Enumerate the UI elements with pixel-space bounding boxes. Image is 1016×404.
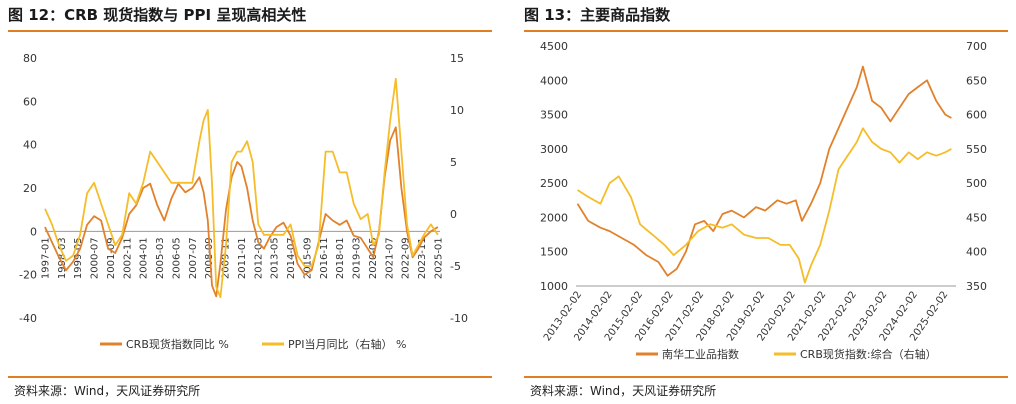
figure-13: 图 13：主要商品指数 1000 1500 2000 2500 3000 3500 4000… [516, 0, 1016, 404]
y-left-tick-label: 3000 [540, 143, 568, 156]
legend-label: PPI当月同比（右轴） % [288, 337, 406, 351]
y-left-tick-label: 0 [30, 225, 37, 238]
y-right-tick-label: 500 [966, 177, 987, 190]
x-tick-label: 2006-05 [171, 237, 182, 279]
y-right-tick-label: 450 [966, 211, 987, 224]
commodity-index-chart: 1000 1500 2000 2500 3000 3500 4000 4500 350 400 45… [540, 40, 987, 361]
y-left-tick-label: 3500 [540, 109, 568, 122]
y-right-tick-label: 550 [966, 143, 987, 156]
x-tick-label: 2004-01 [139, 237, 150, 279]
y-left-tick-label: 60 [23, 95, 37, 108]
x-tick-label: 2001-09 [106, 237, 117, 279]
y-right-tick-label: 650 [966, 74, 987, 87]
x-tick-label: 1998-03 [57, 237, 68, 279]
y-left-tick-label: 1500 [540, 246, 568, 259]
top-rule [8, 30, 492, 32]
legend-label: 南华工业品指数 [662, 347, 739, 361]
y-right-tick-label: 350 [966, 280, 987, 293]
y-left-tick-label: 80 [23, 52, 37, 65]
x-tick-label: 2014-07 [286, 237, 297, 279]
figure-12-title: 图 12：CRB 现货指数与 PPI 呈现高相关性 [8, 6, 307, 24]
x-tick-label: 2013-05 [270, 237, 281, 279]
x-tick-label: 2020-05 [368, 237, 379, 279]
y-right-tick-label: 700 [966, 40, 987, 53]
y-right-tick-label: 5 [450, 156, 457, 169]
x-tick-label: 2022-09 [401, 237, 412, 279]
x-tick-label: 2000-07 [90, 237, 101, 279]
top-rule [524, 30, 1008, 32]
series-line-right-axis [577, 127, 952, 284]
y-right-tick-label: 400 [966, 246, 987, 259]
x-tick-label: 2019-03 [352, 237, 363, 279]
x-tick-label: 2011-01 [237, 237, 248, 279]
figure-12-source: 资料来源：Wind，天风证券研究所 [14, 384, 201, 398]
y-left-tick-label: 4500 [540, 40, 568, 53]
x-tick-label: 2021-07 [384, 237, 395, 279]
x-tick-label: 2018-01 [335, 237, 346, 279]
x-tick-label: 2007-07 [188, 237, 199, 279]
y-left-tick-label: -20 [19, 269, 37, 282]
series-line-left-axis [576, 65, 952, 277]
x-tick-label: 2002-11 [122, 237, 133, 279]
y-left-tick-label: 20 [23, 182, 37, 195]
y-left-tick-label: 2500 [540, 177, 568, 190]
y-left-tick-label: 4000 [540, 74, 568, 87]
y-right-tick-label: -10 [450, 312, 468, 325]
legend-label: CRB现货指数:综合（右轴） [800, 347, 937, 361]
x-tick-label: 1997-01 [41, 237, 52, 279]
y-right-tick-label: 10 [450, 104, 464, 117]
y-left-tick-label: 1000 [540, 280, 568, 293]
x-tick-label: 2015-09 [302, 237, 313, 279]
x-tick-label: 2012-03 [253, 237, 264, 279]
y-right-tick-label: -5 [450, 260, 461, 273]
crb-ppi-chart: -40 -20 0 20 40 60 80 -10 -5 0 5 10 15 1997-01 1998-03… [19, 52, 468, 351]
x-tick-label: 2005-03 [155, 237, 166, 279]
y-right-tick-label: 15 [450, 52, 464, 65]
y-left-tick-label: -40 [19, 312, 37, 325]
y-left-tick-label: 40 [23, 139, 37, 152]
x-tick-label: 2025-01 [433, 237, 444, 279]
x-tick-label: 2023-11 [417, 237, 428, 279]
figure-13-title: 图 13：主要商品指数 [524, 6, 671, 24]
figure-13-source: 资料来源：Wind，天风证券研究所 [530, 384, 717, 398]
y-right-tick-label: 0 [450, 208, 457, 221]
x-tick-label: 1999-05 [73, 237, 84, 279]
y-right-tick-label: 600 [966, 109, 987, 122]
bottom-rule [8, 376, 492, 378]
legend-label: CRB现货指数同比 % [126, 337, 229, 351]
x-tick-label: 2016-11 [319, 237, 330, 279]
bottom-rule [524, 376, 1008, 378]
series-line-right-axis [44, 77, 439, 299]
x-tick-label: 2009-11 [221, 237, 232, 279]
y-left-tick-label: 2000 [540, 211, 568, 224]
figure-12: 图 12：CRB 现货指数与 PPI 呈现高相关性 -40 -20 0 20 40 60 8… [0, 0, 500, 404]
